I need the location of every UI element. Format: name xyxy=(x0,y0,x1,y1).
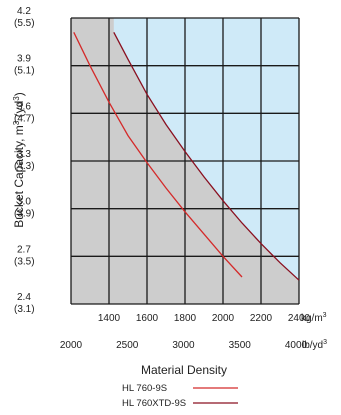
y-tick-sublabel: (4.3) xyxy=(14,161,35,172)
x-secondary-tick-label: 2000 xyxy=(60,340,83,351)
x-primary-tick-label: 2000 xyxy=(212,313,235,324)
x-secondary-tick-label: 3500 xyxy=(229,340,252,351)
x-primary-tick-label: 2200 xyxy=(250,313,273,324)
x-primary-tick-label: 1600 xyxy=(136,313,159,324)
series-line-1 xyxy=(73,32,243,278)
x-primary-tick-label: 2400 xyxy=(288,313,311,324)
y-axis-label: Bucket Capacity, m3 (yd3) xyxy=(12,92,26,227)
x-axis-secondary-ticks: 2000 2500 3000 3500 4000 xyxy=(60,340,308,351)
y-tick-label: 3.6 xyxy=(17,101,31,112)
legend: HL 760-9S HL 760XTD-9S xyxy=(122,383,238,409)
y-tick-sublabel: (5.5) xyxy=(14,18,35,29)
legend-label-series-2: HL 760XTD-9S xyxy=(122,398,186,409)
y-axis-ticks: 4.2(5.5) 3.9(5.1) 3.6(4.7) 3.3(4.3) 3.0(3.9)… xyxy=(14,6,35,315)
y-tick-label: 2.4 xyxy=(17,292,31,303)
y-tick-label: 3.3 xyxy=(17,149,31,160)
y-tick-sublabel: (3.5) xyxy=(14,256,35,267)
x-primary-tick-label: 1800 xyxy=(174,313,197,324)
y-tick-sublabel: (4.7) xyxy=(14,113,35,124)
grid xyxy=(70,17,300,305)
x-secondary-tick-label: 2500 xyxy=(116,340,139,351)
x-secondary-unit-label: lb/yd3 xyxy=(302,339,327,351)
y-tick-sublabel: (3.9) xyxy=(14,209,35,220)
y-tick-label: 2.7 xyxy=(17,244,31,255)
x-secondary-tick-label: 3000 xyxy=(172,340,195,351)
y-tick-label: 4.2 xyxy=(17,6,31,17)
x-primary-unit-label: kg/m3 xyxy=(301,312,327,324)
y-tick-sublabel: (5.1) xyxy=(14,66,35,77)
series-layer xyxy=(73,31,300,281)
y-tick-sublabel: (3.1) xyxy=(14,304,35,315)
y-tick-label: 3.9 xyxy=(17,54,31,65)
x-axis-label: Material Density xyxy=(141,363,227,377)
x-axis-primary-ticks: 1400 1600 1800 2000 2200 2400 xyxy=(98,313,311,324)
legend-label-series-1: HL 760-9S xyxy=(122,383,167,394)
x-secondary-tick-label: 4000 xyxy=(285,340,308,351)
series-line-2 xyxy=(113,31,300,281)
x-primary-tick-label: 1400 xyxy=(98,313,121,324)
y-tick-label: 3.0 xyxy=(17,197,31,208)
